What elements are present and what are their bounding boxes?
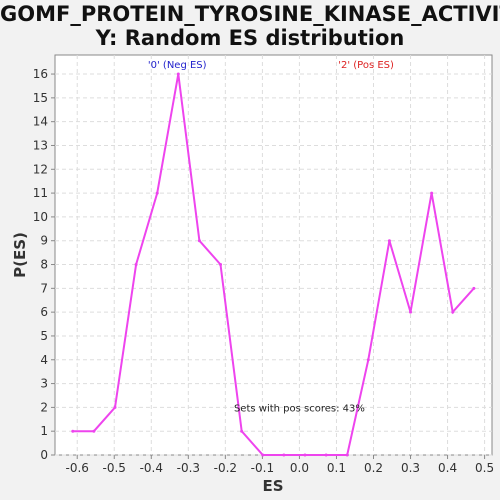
y-tick-label: 6 bbox=[40, 305, 48, 319]
y-tick-label: 1 bbox=[40, 424, 48, 438]
data-point bbox=[324, 453, 328, 457]
x-tick-label: 0.2 bbox=[364, 461, 383, 475]
y-tick-label: 4 bbox=[40, 353, 48, 367]
y-tick-label: 12 bbox=[33, 162, 48, 176]
data-point bbox=[430, 191, 434, 195]
data-point bbox=[197, 239, 201, 243]
annotation-label: '2' (Pos ES) bbox=[338, 60, 394, 71]
data-point bbox=[409, 310, 413, 314]
x-tick-label: -0.2 bbox=[214, 461, 237, 475]
x-tick-label: 0.0 bbox=[290, 461, 309, 475]
series-line bbox=[72, 73, 475, 456]
x-tick-label: -0.1 bbox=[251, 461, 274, 475]
annotations: '0' (Neg ES) '2' (Pos ES) Sets with pos sc… bbox=[148, 60, 394, 414]
y-tick-label: 15 bbox=[33, 91, 48, 105]
data-point bbox=[261, 453, 265, 457]
annotation-label: Sets with pos scores: 43% bbox=[234, 403, 365, 414]
y-tick-label: 10 bbox=[33, 210, 48, 224]
data-point bbox=[176, 72, 180, 76]
plot-area bbox=[54, 54, 493, 456]
data-point bbox=[92, 429, 96, 433]
x-tick-label: 0.1 bbox=[327, 461, 346, 475]
y-tick-label: 11 bbox=[33, 186, 48, 200]
data-point bbox=[71, 429, 75, 433]
y-tick-label: 14 bbox=[33, 115, 48, 129]
y-tick-label: 5 bbox=[40, 329, 48, 343]
y-tick-label: 0 bbox=[40, 448, 48, 462]
x-tick-label: -0.6 bbox=[66, 461, 89, 475]
x-tick-label: 0.4 bbox=[438, 461, 457, 475]
x-axis-ticks: -0.6 -0.5 -0.4 -0.3 -0.2 -0.1 0.0 0.1 0.2 0.3 0.4 0… bbox=[66, 455, 494, 475]
data-point bbox=[155, 191, 159, 195]
x-tick-label: -0.5 bbox=[103, 461, 126, 475]
data-point bbox=[240, 429, 244, 433]
y-tick-label: 7 bbox=[40, 281, 48, 295]
y-tick-label: 13 bbox=[33, 138, 48, 152]
data-point bbox=[345, 453, 349, 457]
annotation-label: '0' (Neg ES) bbox=[148, 60, 207, 71]
y-tick-label: 3 bbox=[40, 377, 48, 391]
data-point bbox=[303, 453, 307, 457]
chart-title-line1: GOMF_PROTEIN_TYROSINE_KINASE_ACTIVIT bbox=[0, 2, 500, 26]
data-point bbox=[472, 286, 476, 290]
data-point bbox=[134, 263, 138, 267]
y-tick-label: 2 bbox=[40, 400, 48, 414]
data-point bbox=[366, 358, 370, 362]
y-tick-label: 16 bbox=[33, 67, 48, 81]
series-points bbox=[71, 72, 476, 457]
x-axis-label: ES bbox=[262, 477, 283, 495]
y-axis-label: P(ES) bbox=[11, 232, 29, 278]
data-point bbox=[451, 310, 455, 314]
data-point bbox=[113, 405, 117, 409]
y-tick-label: 8 bbox=[40, 258, 48, 272]
data-point bbox=[387, 239, 391, 243]
x-tick-label: -0.3 bbox=[177, 461, 200, 475]
x-tick-label: 0.3 bbox=[401, 461, 420, 475]
x-tick-label: -0.4 bbox=[140, 461, 163, 475]
chart-title-line2: Y: Random ES distribution bbox=[95, 26, 405, 50]
data-point bbox=[219, 263, 223, 267]
x-tick-label: 0.5 bbox=[475, 461, 494, 475]
y-tick-label: 9 bbox=[40, 234, 48, 248]
grid bbox=[55, 55, 492, 456]
data-point bbox=[282, 453, 286, 457]
